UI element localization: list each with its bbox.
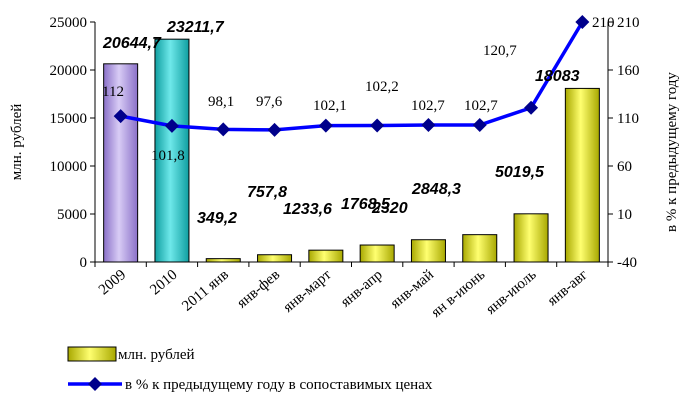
- bar-data-label: 20644,7: [102, 35, 162, 52]
- left-tick-label: 5000: [57, 207, 87, 223]
- left-tick-label: 10000: [50, 159, 88, 175]
- bars: [103, 38, 600, 263]
- line-marker: [216, 122, 231, 137]
- line-marker: [472, 118, 487, 133]
- bar: [410, 239, 446, 263]
- bar: [513, 213, 549, 263]
- bar-data-label: 2848,3: [411, 181, 461, 198]
- line-marker: [421, 118, 436, 133]
- bar: [462, 234, 498, 263]
- bar: [154, 38, 190, 263]
- bar-data-label: 1233,6: [283, 201, 332, 218]
- line-data-label: 112: [102, 84, 124, 100]
- right-tick-label: 210: [617, 15, 640, 31]
- line-marker: [524, 100, 539, 115]
- x-tick-label: янв-май: [388, 267, 437, 312]
- right-tick-label: -40: [617, 255, 637, 271]
- line-data-label: 98,1: [208, 94, 234, 110]
- left-tick-label: 0: [80, 255, 88, 271]
- x-tick-label: янв-авг: [545, 267, 591, 309]
- bar-data-label: 349,2: [197, 210, 237, 227]
- left-tick-label: 25000: [50, 15, 88, 31]
- right-tick-label: 160: [617, 63, 640, 79]
- line-data-label: 102,2: [365, 79, 399, 95]
- line-data-label: 102,1: [313, 98, 347, 114]
- x-tick-label: 2011 янв: [179, 267, 232, 315]
- y-right-title: в % к предыдущему году: [664, 72, 680, 232]
- legend-bar-label: млн. рублей: [118, 347, 195, 363]
- right-tick-label: 60: [617, 159, 632, 175]
- bar-data-label: 5019,5: [495, 164, 545, 181]
- x-tick-label: 2010: [147, 267, 180, 299]
- line-marker: [370, 118, 385, 133]
- legend-bar-swatch: [67, 346, 117, 362]
- bar-data-label: 23211,7: [166, 19, 225, 36]
- x-tick-label: янв-июль: [483, 267, 540, 318]
- line-marker: [267, 122, 282, 137]
- x-tick-label: янв-фев: [234, 267, 283, 312]
- line-data-label: 210: [592, 15, 615, 31]
- x-tick-label: 2009: [96, 267, 129, 299]
- legend: млн. рублей в % к предыдущему году в сопо…: [67, 346, 433, 393]
- x-tick-label: янв-апр: [338, 267, 386, 311]
- line-data-label: 102,7: [464, 98, 498, 114]
- left-tick-label: 20000: [50, 63, 88, 79]
- bar: [257, 254, 293, 263]
- right-tick-label: 110: [617, 111, 639, 127]
- y-left-title: млн. рублей: [9, 104, 25, 181]
- line-data-label: 120,7: [483, 43, 517, 59]
- bar: [205, 258, 241, 263]
- line-marker: [575, 15, 590, 29]
- bar: [564, 87, 600, 263]
- legend-line-marker: [88, 377, 102, 391]
- line-marker: [318, 118, 333, 133]
- bar-data-label: 2320: [371, 200, 408, 217]
- x-tick-label: ян в-июнь: [428, 267, 488, 321]
- line-data-label: 97,6: [256, 94, 283, 110]
- legend-line-label: в % к предыдущему году в сопоставимых це…: [125, 377, 433, 393]
- line-path: [120, 21, 584, 132]
- left-tick-label: 15000: [50, 111, 88, 127]
- line-series: [113, 15, 590, 137]
- bar: [359, 244, 395, 263]
- line-data-label: 101,8: [151, 148, 185, 164]
- right-tick-label: 10: [617, 207, 632, 223]
- bar-data-label: 757,8: [247, 184, 287, 201]
- bar: [308, 249, 344, 263]
- bar: [103, 63, 139, 263]
- line-marker: [113, 109, 128, 124]
- line-data-label: 102,7: [411, 98, 445, 114]
- x-tick-label: янв-маpт: [280, 267, 334, 316]
- bar-data-label: 1768,5: [341, 196, 391, 213]
- bar-data-label: 18083: [535, 68, 580, 85]
- line-marker: [164, 118, 179, 133]
